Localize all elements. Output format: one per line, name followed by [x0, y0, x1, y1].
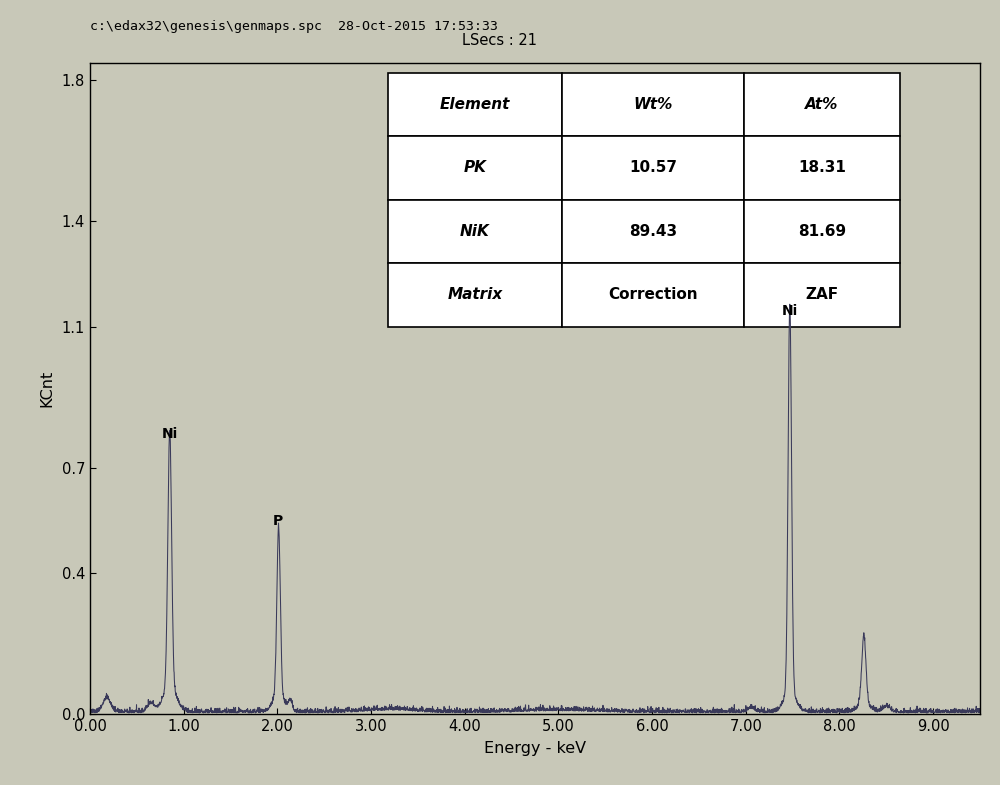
- Bar: [388, 199, 562, 263]
- Bar: [388, 263, 562, 327]
- Text: Wt%: Wt%: [633, 97, 673, 111]
- Text: Ni: Ni: [782, 304, 798, 318]
- Bar: [388, 72, 562, 136]
- Y-axis label: KCnt: KCnt: [40, 370, 55, 407]
- Text: Matrix: Matrix: [447, 287, 503, 302]
- Bar: [744, 199, 900, 263]
- Text: Correction: Correction: [608, 287, 698, 302]
- Text: c:\edax32\genesis\genmaps.spc  28-Oct-2015 17:53:33: c:\edax32\genesis\genmaps.spc 28-Oct-201…: [90, 20, 498, 33]
- Text: 18.31: 18.31: [798, 160, 846, 175]
- Text: Ni: Ni: [162, 427, 178, 441]
- Text: 10.57: 10.57: [629, 160, 677, 175]
- Bar: [388, 136, 562, 199]
- Bar: [744, 263, 900, 327]
- Text: Element: Element: [440, 97, 510, 111]
- Text: P: P: [273, 513, 283, 528]
- Bar: [562, 72, 744, 136]
- Text: NiK: NiK: [460, 224, 490, 239]
- Text: At%: At%: [805, 97, 839, 111]
- Text: PK: PK: [463, 160, 486, 175]
- Text: ZAF: ZAF: [805, 287, 839, 302]
- Bar: [744, 72, 900, 136]
- Bar: [562, 136, 744, 199]
- Text: LSecs : 21: LSecs : 21: [462, 33, 538, 48]
- Text: 81.69: 81.69: [798, 224, 846, 239]
- Text: 89.43: 89.43: [629, 224, 677, 239]
- X-axis label: Energy - keV: Energy - keV: [484, 741, 586, 756]
- Bar: [562, 199, 744, 263]
- Bar: [562, 263, 744, 327]
- Bar: [744, 136, 900, 199]
